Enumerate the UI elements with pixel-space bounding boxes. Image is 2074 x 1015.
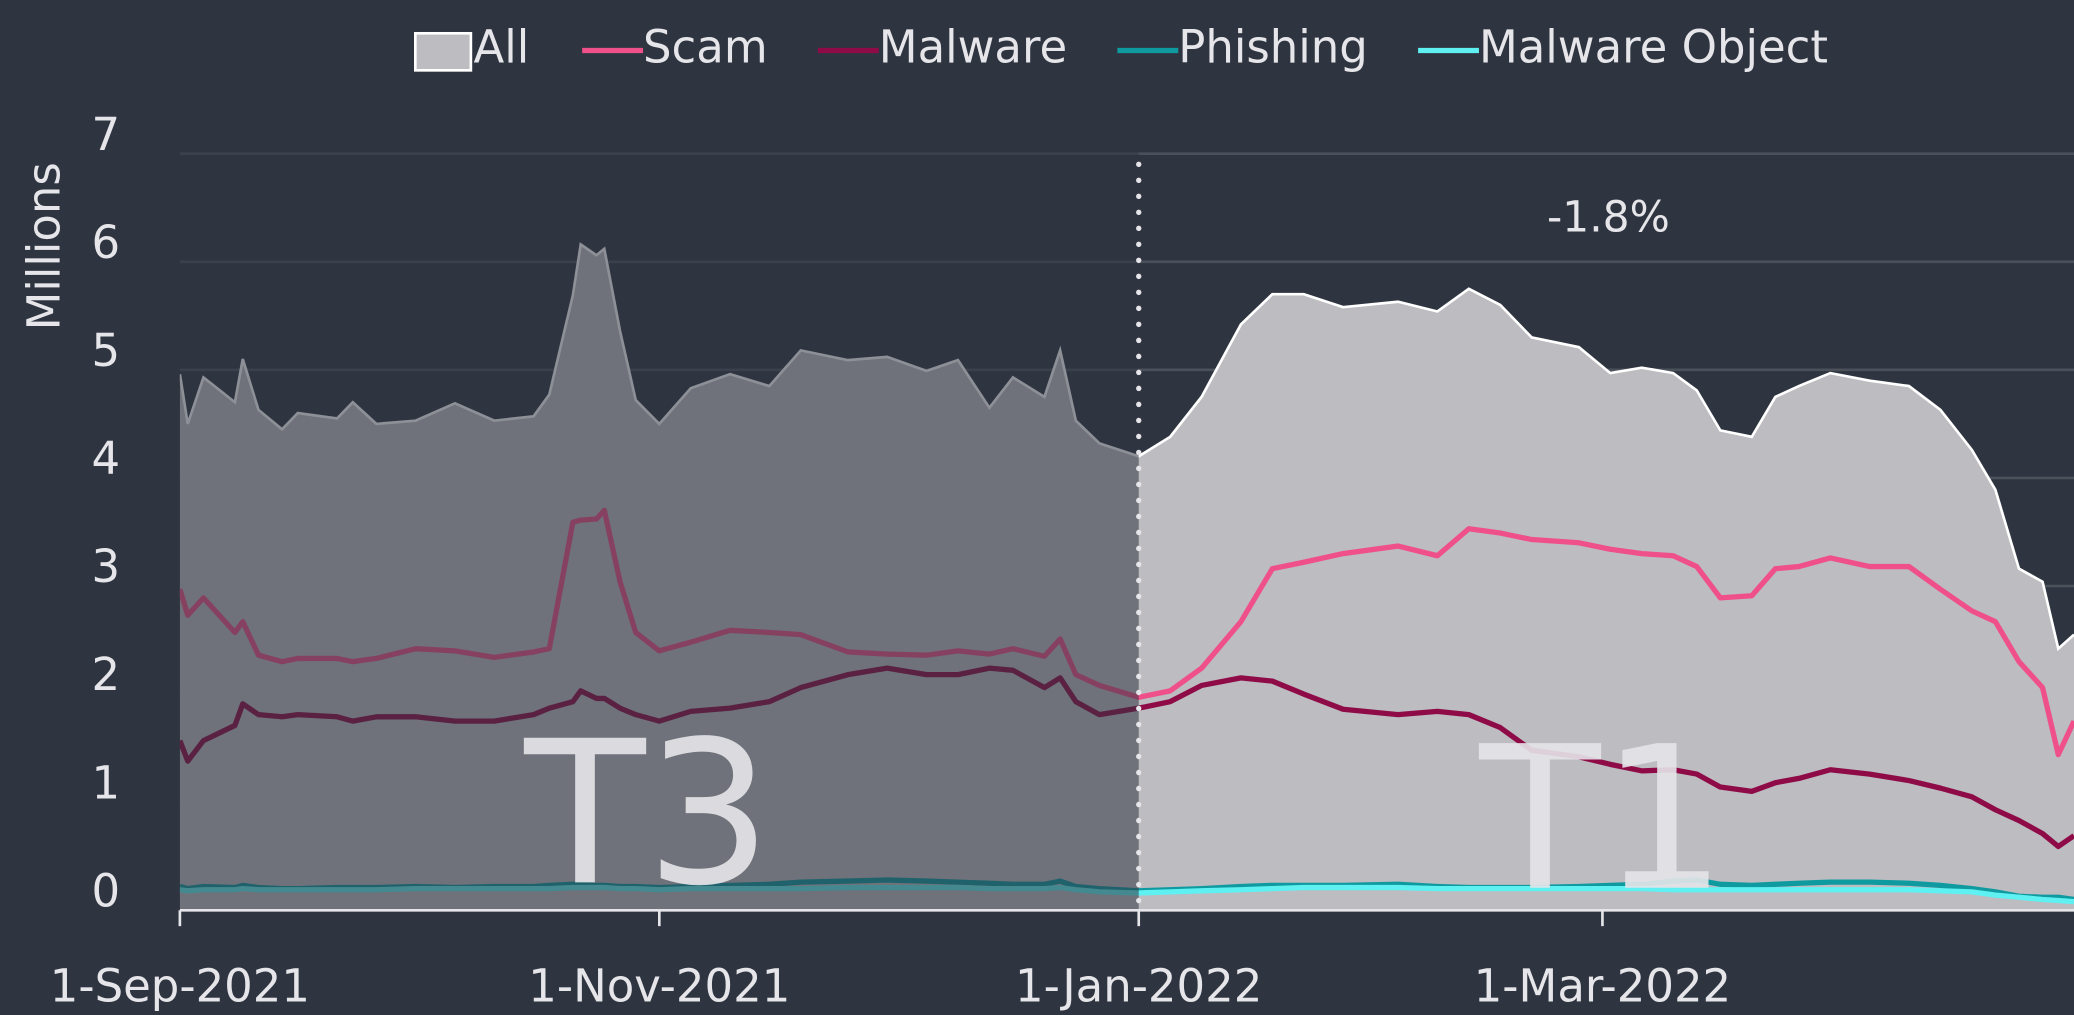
- y-tick-label: 3: [92, 540, 121, 593]
- y-tick-label: 5: [92, 324, 121, 377]
- legend-label: Phishing: [1178, 21, 1368, 74]
- period-label: T3: [523, 698, 771, 929]
- change-annotation: -1.8%: [1547, 192, 1670, 241]
- y-axis-label: Millions: [18, 162, 71, 330]
- period-label: T1: [1478, 704, 1726, 935]
- legend-label: All: [474, 21, 530, 74]
- x-tick-label: 1-Mar-2022: [1474, 960, 1731, 1013]
- legend-label: Scam: [643, 21, 768, 74]
- y-tick-label: 7: [92, 108, 121, 161]
- y-tick-label: 2: [92, 648, 121, 701]
- x-tick-label: 1-Sep-2021: [50, 960, 310, 1013]
- x-tick-label: 1-Jan-2022: [1015, 960, 1262, 1013]
- legend-swatch: [414, 31, 473, 72]
- y-tick-label: 4: [92, 432, 121, 485]
- period-shade: [179, 79, 1139, 911]
- legend-label: Malware Object: [1479, 21, 1828, 74]
- legend-label: Malware: [879, 21, 1067, 74]
- y-tick-label: 0: [92, 864, 121, 917]
- y-tick-label: 1: [92, 756, 121, 809]
- y-tick-label: 6: [92, 216, 121, 269]
- x-tick-label: 1-Nov-2021: [528, 960, 790, 1013]
